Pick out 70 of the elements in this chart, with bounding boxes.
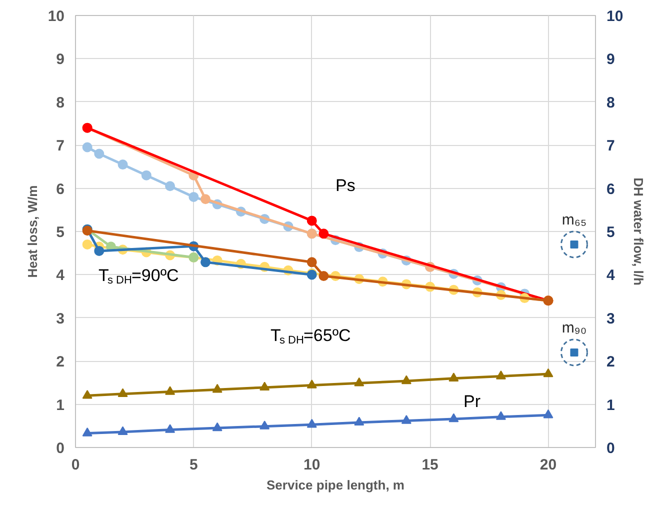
annotation: Pr — [464, 392, 481, 411]
point — [496, 370, 506, 380]
point — [165, 181, 176, 192]
point — [82, 390, 92, 399]
x-tick-label: 20 — [540, 456, 557, 474]
point — [306, 257, 317, 268]
y-tick-label: 5 — [56, 224, 64, 241]
point — [94, 246, 104, 256]
x-tick-label: 5 — [190, 456, 198, 474]
y-tick-label: 8 — [56, 94, 64, 112]
point — [82, 239, 92, 250]
y2-tick-label: 1 — [606, 396, 615, 414]
point — [401, 415, 412, 424]
point — [260, 420, 270, 430]
point — [212, 422, 222, 432]
y2-tick-label: 6 — [606, 180, 615, 198]
x-axis-title: Service pipe length, m — [266, 478, 405, 492]
y2-axis-title: DH water flow, l/h — [631, 178, 646, 286]
point — [200, 194, 210, 204]
point — [260, 382, 270, 391]
point — [306, 380, 317, 388]
y2-tick-label: 2 — [606, 354, 615, 371]
y-tick-label: 0 — [56, 440, 64, 457]
point — [188, 192, 199, 202]
y-tick-label: 7 — [56, 138, 64, 155]
series-label: m₉₀ — [562, 319, 587, 336]
point — [200, 257, 210, 268]
y2-tick-label: 3 — [606, 310, 615, 328]
point — [118, 388, 128, 398]
point — [165, 424, 176, 433]
point — [448, 413, 459, 422]
point — [354, 377, 364, 386]
series-label: m₆₅ — [562, 211, 587, 228]
y-tick-label: 10 — [48, 8, 65, 25]
point — [318, 228, 329, 239]
point — [82, 428, 92, 436]
y2-tick-label: 5 — [606, 224, 615, 241]
point — [318, 271, 329, 281]
point — [306, 418, 317, 428]
point — [306, 216, 317, 226]
point — [212, 384, 222, 393]
y2-tick-label: 4 — [606, 267, 616, 284]
point — [141, 170, 152, 180]
point — [354, 416, 364, 426]
y-tick-label: 4 — [56, 267, 66, 284]
point — [118, 426, 128, 436]
point — [543, 409, 554, 418]
y2-tick-label: 0 — [606, 440, 615, 457]
annotation: Ps — [336, 176, 356, 195]
x-tick-label: 10 — [304, 456, 320, 474]
point — [165, 386, 176, 395]
y2-tick-label: 9 — [606, 51, 615, 68]
point — [82, 142, 92, 152]
point — [94, 148, 104, 159]
point — [118, 160, 128, 170]
y-tick-label: 6 — [56, 180, 64, 198]
y2-tick-label: 8 — [606, 94, 615, 112]
y-tick-label: 1 — [56, 396, 64, 414]
y2-tick-label: 7 — [606, 138, 615, 155]
point — [543, 368, 554, 378]
point — [496, 411, 506, 420]
y-tick-label: 3 — [56, 310, 64, 328]
y-tick-label: 9 — [56, 51, 64, 68]
y2-tick-label: 10 — [606, 8, 624, 25]
y-tick-label: 2 — [56, 354, 64, 371]
point — [401, 375, 412, 384]
y-axis-title: Heat loss, W/m — [24, 185, 40, 278]
point — [448, 372, 459, 382]
x-tick-label: 15 — [422, 456, 438, 474]
x-tick-label: 0 — [71, 456, 80, 474]
